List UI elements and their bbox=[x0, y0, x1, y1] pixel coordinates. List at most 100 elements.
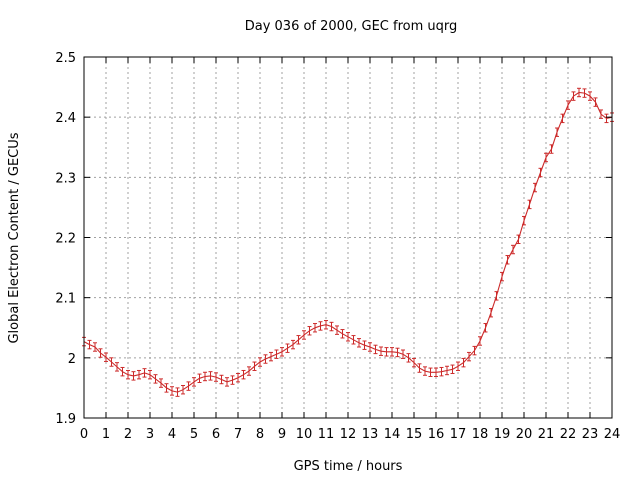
data-point bbox=[362, 340, 367, 350]
data-point bbox=[280, 347, 284, 357]
data-point bbox=[93, 342, 97, 352]
x-tick-label: 8 bbox=[256, 427, 264, 442]
data-point bbox=[329, 321, 334, 332]
x-tick-label: 7 bbox=[234, 427, 242, 442]
data-point bbox=[516, 234, 521, 245]
data-point bbox=[175, 387, 180, 397]
data-point bbox=[340, 329, 345, 339]
data-point bbox=[313, 323, 317, 333]
data-point bbox=[445, 365, 449, 376]
data-point bbox=[148, 369, 152, 380]
x-tick-label: 18 bbox=[472, 427, 489, 442]
data-point bbox=[192, 377, 196, 387]
data-point bbox=[318, 321, 323, 331]
data-point bbox=[274, 349, 279, 359]
data-point bbox=[236, 372, 240, 383]
data-point bbox=[346, 332, 350, 342]
data-point bbox=[208, 371, 213, 381]
x-tick-label: 13 bbox=[362, 427, 379, 442]
data-point bbox=[357, 338, 361, 348]
data-point bbox=[390, 347, 394, 357]
x-axis-label: GPS time / hours bbox=[294, 459, 403, 474]
data-point bbox=[164, 383, 169, 393]
data-point bbox=[593, 97, 598, 107]
data-point bbox=[489, 307, 493, 318]
x-tick-label: 17 bbox=[450, 427, 467, 442]
data-point bbox=[467, 351, 471, 362]
data-point bbox=[219, 374, 224, 385]
y-tick-label: 2.1 bbox=[55, 292, 76, 307]
data-point bbox=[412, 357, 416, 368]
x-tick-label: 1 bbox=[102, 427, 110, 442]
data-point bbox=[296, 335, 301, 345]
data-point bbox=[406, 353, 411, 363]
data-point bbox=[115, 362, 119, 372]
x-tick-label: 16 bbox=[428, 427, 445, 442]
grid bbox=[84, 57, 612, 418]
data-point bbox=[401, 349, 405, 359]
data-point bbox=[571, 91, 576, 101]
data-point bbox=[560, 113, 565, 124]
y-tick-label: 2.4 bbox=[55, 111, 76, 126]
data-point bbox=[379, 346, 383, 356]
data-point bbox=[500, 271, 504, 282]
data-point bbox=[181, 385, 185, 395]
data-point bbox=[104, 352, 108, 362]
data-point bbox=[544, 152, 548, 163]
x-tick-label: 14 bbox=[384, 427, 401, 442]
data-point bbox=[428, 367, 433, 377]
data-point bbox=[159, 378, 163, 388]
data-point bbox=[142, 368, 147, 378]
axis-ticks: 0 1 2 3 4 5 6 7 8 9 10 11 12 13 14 15 16 17 18 19 20 21 22 23 24… bbox=[55, 51, 620, 442]
data-point bbox=[604, 113, 609, 124]
data-point bbox=[566, 100, 570, 110]
x-tick-label: 23 bbox=[582, 427, 599, 442]
y-tick-label: 2 bbox=[68, 352, 76, 367]
data-point bbox=[423, 366, 427, 376]
data-point bbox=[203, 371, 207, 382]
data-point bbox=[307, 326, 312, 336]
x-tick-label: 22 bbox=[560, 427, 577, 442]
data-point bbox=[549, 144, 554, 154]
y-axis-label: Global Electron Content / GECUs bbox=[7, 132, 22, 343]
y-tick-label: 2.3 bbox=[55, 171, 76, 186]
data-point bbox=[285, 343, 290, 353]
data-point bbox=[263, 354, 268, 364]
data-point bbox=[505, 255, 510, 265]
data-point bbox=[109, 357, 114, 367]
data-point bbox=[461, 357, 466, 368]
data-point bbox=[478, 336, 482, 346]
data-point bbox=[472, 345, 477, 356]
x-tick-label: 20 bbox=[516, 427, 533, 442]
data-point bbox=[126, 369, 130, 380]
x-tick-label: 3 bbox=[146, 427, 154, 442]
y-tick-label: 1.9 bbox=[55, 412, 76, 427]
data-point bbox=[599, 109, 603, 119]
data-point bbox=[368, 342, 372, 352]
x-tick-label: 2 bbox=[124, 427, 132, 442]
data-point bbox=[186, 381, 191, 391]
data-point bbox=[533, 182, 537, 193]
data-point bbox=[197, 373, 202, 384]
data-point bbox=[241, 369, 246, 380]
data-point bbox=[324, 320, 328, 330]
data-point bbox=[153, 374, 158, 384]
data-point bbox=[450, 364, 455, 374]
data-point bbox=[395, 347, 400, 358]
y-tick-label: 2.5 bbox=[55, 51, 76, 66]
x-tick-label: 11 bbox=[318, 427, 335, 442]
x-tick-label: 4 bbox=[168, 427, 176, 442]
data-point bbox=[588, 91, 592, 101]
chart-title: Day 036 of 2000, GEC from uqrg bbox=[245, 19, 458, 34]
data-point bbox=[582, 88, 587, 98]
data-point bbox=[439, 366, 444, 377]
data-point bbox=[494, 291, 499, 301]
data-point bbox=[384, 347, 389, 357]
data-point bbox=[483, 323, 488, 333]
x-tick-label: 19 bbox=[494, 427, 511, 442]
data-point bbox=[170, 386, 174, 396]
data-point bbox=[456, 361, 460, 371]
data-point bbox=[291, 339, 295, 350]
data-point bbox=[577, 87, 581, 98]
